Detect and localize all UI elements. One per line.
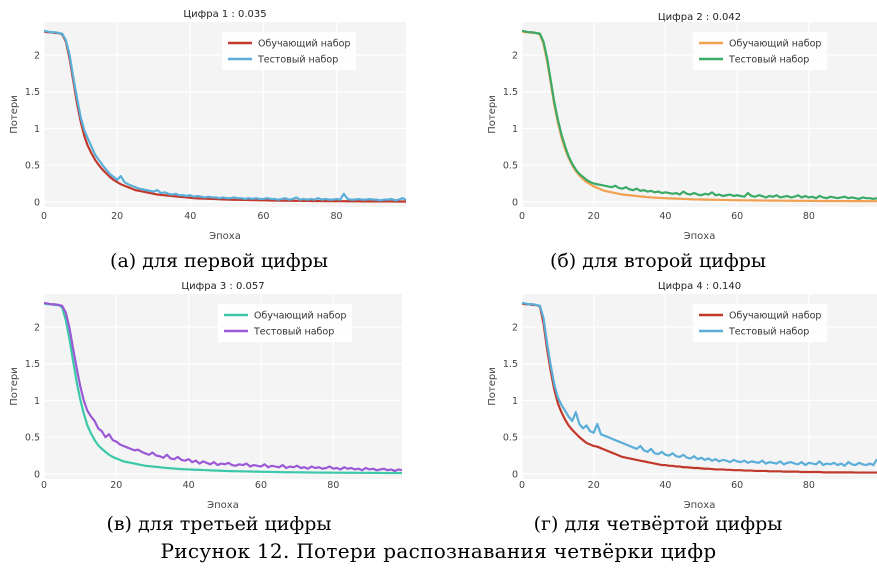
y-tick-label: 2 — [512, 51, 518, 62]
series-line-1 — [44, 302, 402, 475]
series-line-2 — [522, 29, 877, 201]
x-tick-label: 0 — [519, 211, 525, 222]
legend-label: Тестовый набор — [728, 327, 809, 338]
x-tick-label: 40 — [183, 480, 195, 491]
series-line-1 — [44, 30, 406, 203]
x-tick-label: 40 — [659, 480, 671, 491]
series-group — [44, 301, 402, 475]
figure-caption: Рисунок 12. Потери распознавания четвёрк… — [160, 539, 717, 563]
chart-panel-3: 0 20 40 60 80 0 0.5 1 1.5 2 Цифра 3 : 0.057 Эпоха По… — [0, 276, 438, 544]
x-tick-label: 80 — [330, 211, 342, 222]
x-tick-label: 60 — [257, 211, 269, 222]
y-tick-label: 0 — [34, 469, 40, 480]
x-tick-label: 60 — [255, 480, 267, 491]
y-tick-label: 0.5 — [503, 161, 518, 172]
series-group — [522, 301, 877, 474]
x-tick-label: 0 — [519, 480, 525, 491]
x-tick-label: 20 — [588, 480, 600, 491]
series-group — [44, 29, 406, 203]
y-tick-label: 0.5 — [25, 161, 40, 172]
chart-caption-3: (в) для третьей цифры — [106, 513, 332, 535]
legend-label: Обучающий набор — [254, 311, 346, 322]
y-tick-label: 0 — [512, 197, 518, 208]
chart-title: Цифра 4 : 0.140 — [658, 281, 741, 292]
y-tick-label: 1 — [34, 396, 40, 407]
chart-svg-1: 0 20 40 60 80 0 0.5 1 1.5 2 Цифра 1 : 0.035 Эпоха По… — [9, 9, 406, 242]
x-tick-label: 40 — [659, 211, 671, 222]
y-tick-label: 2 — [34, 323, 40, 334]
legend-label: Тестовый набор — [728, 55, 809, 66]
chart-title: Цифра 3 : 0.057 — [181, 281, 264, 292]
legend-box — [218, 304, 352, 342]
series-line-2 — [44, 301, 402, 473]
y-tick-label: 2 — [34, 51, 40, 62]
x-tick-label: 20 — [111, 211, 123, 222]
chart-svg-4: 0 20 40 60 80 0 0.5 1 1.5 2 Цифра 4 : 0.140 Эпоха По… — [487, 281, 877, 511]
x-tick-label: 20 — [110, 480, 122, 491]
x-axis-label: Эпоха — [684, 500, 716, 511]
y-tick-label: 1 — [512, 124, 518, 135]
y-axis-label: Потери — [9, 95, 20, 133]
chart-panel-1: 0 20 40 60 80 0 0.5 1 1.5 2 Цифра 1 : 0.035 Эпоха По… — [0, 0, 438, 268]
y-tick-label: 1.5 — [25, 87, 40, 98]
x-axis-label: Эпоха — [207, 500, 239, 511]
y-tick-label: 1 — [512, 396, 518, 407]
y-tick-label: 0.5 — [503, 433, 518, 444]
x-tick-label: 80 — [803, 480, 815, 491]
y-tick-label: 2 — [512, 323, 518, 334]
y-axis-label: Потери — [487, 95, 498, 133]
legend-label: Тестовый набор — [257, 55, 338, 66]
legend-label: Обучающий набор — [729, 39, 821, 50]
y-tick-label: 1.5 — [25, 359, 40, 370]
x-axis-label: Эпоха — [684, 231, 716, 242]
chart-panel-4: 0 20 40 60 80 0 0.5 1 1.5 2 Цифра 4 : 0.140 Эпоха По… — [439, 276, 877, 544]
x-tick-label: 0 — [41, 480, 47, 491]
chart-svg-3: 0 20 40 60 80 0 0.5 1 1.5 2 Цифра 3 : 0.057 Эпоха По… — [9, 281, 402, 511]
y-tick-label: 0 — [512, 469, 518, 480]
chart-title: Цифра 2 : 0.042 — [658, 12, 741, 23]
y-axis-label: Потери — [9, 367, 20, 405]
legend-label: Тестовый набор — [253, 327, 334, 338]
x-tick-label: 0 — [41, 211, 47, 222]
chart-caption-4: (г) для четвёртой цифры — [533, 513, 783, 535]
x-tick-label: 60 — [731, 211, 743, 222]
x-tick-label: 80 — [327, 480, 339, 491]
chart-panel-2: 0 20 40 60 80 0 0.5 1 1.5 2 Цифра 2 : 0.042 Эпоха По… — [439, 0, 877, 268]
y-tick-label: 1.5 — [503, 87, 518, 98]
legend-box — [693, 32, 827, 70]
x-axis-label: Эпоха — [209, 231, 241, 242]
y-axis-label: Потери — [487, 367, 498, 405]
x-tick-label: 60 — [731, 480, 743, 491]
series-line-2 — [522, 301, 877, 467]
legend-label: Обучающий набор — [729, 311, 821, 322]
chart-caption-2: (б) для второй цифры — [549, 250, 767, 272]
x-tick-label: 20 — [588, 211, 600, 222]
chart-svg-2: 0 20 40 60 80 0 0.5 1 1.5 2 Цифра 2 : 0.042 Эпоха По… — [487, 12, 877, 242]
legend-box — [222, 32, 356, 70]
chart-title: Цифра 1 : 0.035 — [183, 9, 266, 20]
legend-box — [693, 304, 827, 342]
y-tick-label: 0 — [34, 197, 40, 208]
series-group — [522, 29, 877, 203]
chart-caption-1: (а) для первой цифры — [110, 250, 328, 272]
series-line-1 — [522, 302, 877, 474]
legend-label: Обучающий набор — [258, 39, 350, 50]
series-line-1 — [522, 30, 877, 203]
y-tick-label: 0.5 — [25, 433, 40, 444]
x-tick-label: 80 — [803, 211, 815, 222]
y-tick-label: 1.5 — [503, 359, 518, 370]
x-tick-label: 40 — [184, 211, 196, 222]
y-tick-label: 1 — [34, 124, 40, 135]
series-line-2 — [44, 29, 406, 202]
